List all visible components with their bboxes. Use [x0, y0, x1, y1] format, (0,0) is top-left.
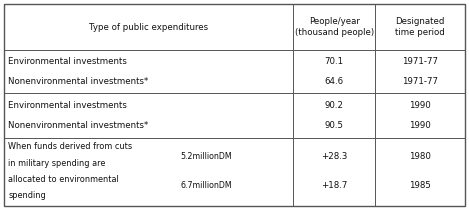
Text: +28.3: +28.3 — [321, 152, 348, 161]
Text: spending: spending — [8, 191, 46, 200]
Text: 1990: 1990 — [409, 121, 431, 130]
Text: When funds derived from cuts: When funds derived from cuts — [8, 142, 133, 151]
Text: 64.6: 64.6 — [325, 77, 344, 86]
Text: Nonenvironmental investments*: Nonenvironmental investments* — [8, 77, 149, 86]
Text: 1971-77: 1971-77 — [402, 77, 438, 86]
Text: in military spending are: in military spending are — [8, 158, 106, 167]
Text: +18.7: +18.7 — [321, 181, 348, 190]
Text: 90.5: 90.5 — [325, 121, 344, 130]
Text: allocated to environmental: allocated to environmental — [8, 175, 119, 184]
Text: 1990: 1990 — [409, 101, 431, 110]
Text: 90.2: 90.2 — [325, 101, 344, 110]
Text: 1971-77: 1971-77 — [402, 57, 438, 66]
Text: 6.7millionDM: 6.7millionDM — [181, 181, 232, 190]
Text: Environmental investments: Environmental investments — [8, 101, 127, 110]
Text: Designated
time period: Designated time period — [395, 17, 445, 37]
Text: 5.2millionDM: 5.2millionDM — [181, 152, 232, 161]
Text: People/year
(thousand people): People/year (thousand people) — [295, 17, 374, 37]
Text: 1985: 1985 — [409, 181, 431, 190]
Text: Nonenvironmental investments*: Nonenvironmental investments* — [8, 121, 149, 130]
Text: 1980: 1980 — [409, 152, 431, 161]
Text: Environmental investments: Environmental investments — [8, 57, 127, 66]
Text: 70.1: 70.1 — [325, 57, 344, 66]
Text: Type of public expenditures: Type of public expenditures — [89, 23, 208, 32]
